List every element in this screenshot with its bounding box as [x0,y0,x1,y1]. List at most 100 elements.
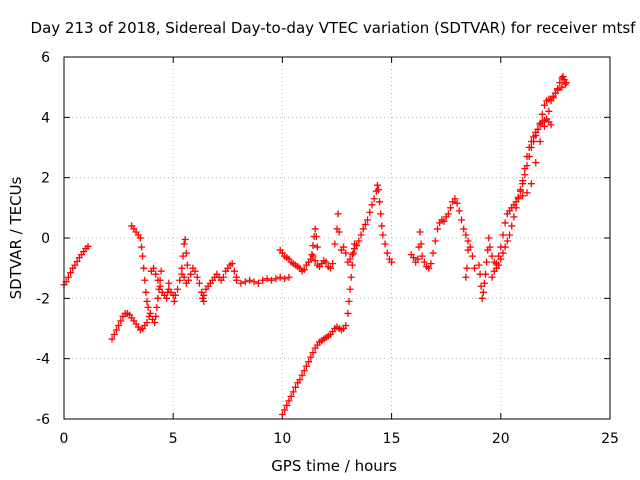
data-point [523,162,531,170]
data-point [433,225,441,233]
data-point [374,186,382,194]
data-point [150,264,158,272]
data-point [355,237,363,245]
data-point [322,258,330,266]
data-point [471,264,479,272]
data-point [523,189,531,197]
data-point [187,270,195,278]
data-point [250,278,258,286]
data-point [184,276,192,284]
data-point [425,264,433,272]
data-point [349,249,357,257]
data-point [559,73,567,81]
data-point [313,243,321,251]
data-point [199,294,207,302]
data-point [180,273,188,281]
data-point [519,180,527,188]
data-point [379,231,387,239]
data-point [302,362,310,370]
data-point [110,331,118,339]
data-point [71,261,79,269]
data-point [237,279,245,287]
data-point [151,318,159,326]
x-tick-labels: 0 5 10 15 20 25 [60,431,619,447]
data-point [364,216,372,224]
data-point [329,260,337,268]
data-point [331,240,339,248]
plot-frame [63,56,611,420]
data-point [292,383,300,391]
chart-title: Day 213 of 2018, Sidereal Day-to-day VTE… [31,19,637,37]
y-tick-label: -4 [36,352,50,368]
data-point [191,267,199,275]
data-point [326,264,334,272]
data-point [409,254,417,262]
data-point [73,258,81,266]
data-point [84,242,92,250]
data-point [549,92,557,100]
data-point [447,204,455,212]
data-point [298,371,306,379]
data-point [152,270,160,278]
y-tick-label: 0 [41,231,50,247]
data-point [263,275,271,283]
data-point [536,119,544,127]
data-point [300,266,308,274]
data-point [143,297,151,305]
data-point [115,321,123,329]
data-point [178,264,186,272]
data-point [112,326,120,334]
data-point [378,222,386,230]
data-point [538,110,546,118]
data-point [153,303,161,311]
data-point [468,252,476,260]
data-point [418,252,426,260]
data-point [554,86,562,94]
x-tick-label: 0 [60,431,69,447]
data-point [259,276,267,284]
data-point [311,257,319,265]
data-point [556,79,564,87]
data-point [463,264,471,272]
data-point [289,388,297,396]
data-point [521,171,529,179]
data-point [464,246,472,254]
data-point [420,258,428,266]
data-point [309,349,317,357]
data-point [464,237,472,245]
data-point [138,243,146,251]
data-point [534,125,542,133]
data-point [180,240,188,248]
data-point [475,261,483,269]
data-point [525,153,533,161]
data-point [267,276,275,284]
data-point [241,278,249,286]
data-point [228,260,236,268]
data-point [155,285,163,293]
y-tick-label: 6 [41,50,50,66]
data-point [344,309,352,317]
data-point [335,228,343,236]
data-point [146,309,154,317]
data-point [108,335,116,343]
data-point [281,406,289,414]
data-point [309,242,317,250]
data-point [283,401,291,409]
data-point [174,285,182,293]
data-point [350,240,358,248]
data-point [142,288,150,296]
data-point [340,243,348,251]
data-point [416,228,424,236]
data-point [519,192,527,200]
data-point [506,231,514,239]
data-point [383,249,391,257]
data-point [139,252,147,260]
data-point [483,258,491,266]
data-point [64,273,72,281]
data-point [170,297,178,305]
data-point [246,276,254,284]
data-point [141,276,149,284]
data-point [516,187,524,195]
data-point [488,273,496,281]
data-point [117,317,125,325]
